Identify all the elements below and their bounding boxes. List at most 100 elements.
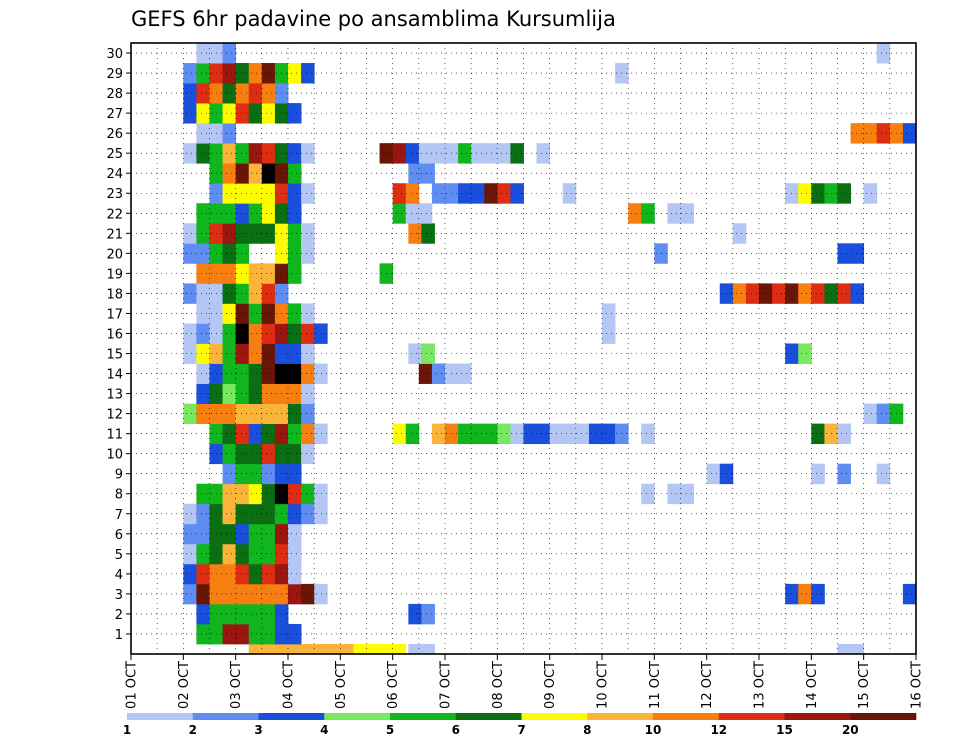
y-tick-label: 11 <box>106 428 123 443</box>
x-tick-label: 04 OCT <box>282 661 297 709</box>
heatmap-cell <box>222 423 237 445</box>
heatmap-cell <box>471 183 485 204</box>
heatmap-cell <box>261 383 276 404</box>
heatmap-cell <box>301 223 315 244</box>
heatmap-cell <box>261 83 276 104</box>
heatmap-cell <box>392 643 407 655</box>
heatmap-cell <box>248 363 263 384</box>
heatmap-cell <box>222 43 237 64</box>
colorbar-label: 10 <box>645 723 662 737</box>
heatmap-cell <box>196 243 210 264</box>
y-tick-label: 12 <box>106 408 123 423</box>
y-tick-label: 9 <box>115 468 123 483</box>
heatmap-cell <box>314 363 328 384</box>
heatmap-cell <box>196 343 210 364</box>
heatmap-cell <box>811 183 825 204</box>
x-axis: 01 OCT 02 OCT 03 OCT 04 OCT 05 OCT 06 OCT 07 O… <box>125 654 925 709</box>
heatmap-cell <box>314 503 328 525</box>
heatmap-cell <box>222 163 237 184</box>
heatmap-cell <box>680 483 694 505</box>
heatmap-cell <box>261 523 276 545</box>
heatmap-cell <box>196 383 210 404</box>
colorbar-label: 8 <box>583 723 591 737</box>
heatmap-cell <box>235 163 250 184</box>
heatmap-cell <box>196 543 210 565</box>
colorbar-swatch <box>653 713 720 720</box>
heatmap-cell <box>288 223 302 244</box>
heatmap-cell <box>261 583 276 605</box>
y-tick-label: 3 <box>115 588 123 603</box>
y-axis: 1234567891011121314151617181920212223242… <box>106 47 131 643</box>
heatmap-cell <box>261 563 276 585</box>
heatmap-cell <box>261 283 276 304</box>
heatmap-cell <box>314 483 328 505</box>
heatmap-cell <box>235 263 250 284</box>
heatmap-cell <box>235 203 250 224</box>
heatmap-cell <box>288 643 302 655</box>
heatmap-cell <box>902 583 917 605</box>
heatmap-cell <box>196 123 210 144</box>
heatmap-cell <box>222 203 237 224</box>
heatmap-cell <box>248 643 263 655</box>
heatmap-cell <box>536 423 551 445</box>
heatmap-cell <box>222 303 237 324</box>
heatmap-cell <box>379 643 394 655</box>
heatmap-cell <box>196 623 210 645</box>
heatmap-cell <box>288 623 302 645</box>
heatmap-cell <box>288 203 302 224</box>
heatmap-cell <box>602 323 616 344</box>
heatmap-cell <box>248 483 263 505</box>
heatmap-cell <box>301 643 315 655</box>
heatmap-cell <box>680 203 694 224</box>
heatmap-cell <box>235 383 250 404</box>
heatmap-cell <box>248 343 263 364</box>
heatmap-cell <box>248 523 263 545</box>
heatmap-cell <box>261 163 276 184</box>
x-tick-label: 12 OCT <box>700 661 715 709</box>
heatmap-cell <box>745 283 760 304</box>
heatmap-cell <box>431 363 446 384</box>
heatmap-cell <box>837 183 851 204</box>
y-tick-label: 26 <box>106 127 123 142</box>
heatmap-cell <box>392 183 407 204</box>
heatmap-cell <box>484 183 498 204</box>
heatmap-cell <box>196 143 210 164</box>
heatmap-cell <box>497 423 511 445</box>
heatmap-cell <box>196 583 210 605</box>
colorbar-label: 4 <box>320 723 328 737</box>
heatmap-cell <box>288 103 302 124</box>
heatmap-cell <box>288 303 302 324</box>
heatmap-cell <box>222 603 237 625</box>
heatmap-cell <box>837 643 851 655</box>
heatmap-cell <box>863 403 878 425</box>
heatmap-cell <box>458 143 472 164</box>
heatmap-cell <box>261 543 276 565</box>
heatmap-cell <box>261 183 276 204</box>
heatmap-cell <box>235 243 250 264</box>
heatmap-cell <box>261 303 276 324</box>
heatmap-cell <box>288 563 302 585</box>
heatmap-cell <box>235 443 250 465</box>
heatmap-cell <box>248 223 263 244</box>
heatmap-cell <box>261 443 276 465</box>
colorbar-swatch <box>192 713 259 720</box>
heatmap-cell <box>196 483 210 505</box>
colorbar-label: 20 <box>842 723 859 737</box>
heatmap-cell <box>366 643 380 655</box>
heatmap-cell <box>471 143 485 164</box>
heatmap-cell <box>235 523 250 545</box>
heatmap-cell <box>288 483 302 505</box>
colorbar-label: 2 <box>189 723 197 737</box>
heatmap-cell <box>261 263 276 284</box>
heatmap-cell <box>314 643 328 655</box>
heatmap-cell <box>183 563 197 585</box>
heatmap-cell <box>261 643 276 655</box>
heatmap-cell <box>248 623 263 645</box>
heatmap-cell <box>421 603 435 625</box>
heatmap-cell <box>301 383 315 404</box>
heatmap-cell <box>288 263 302 284</box>
heatmap-cell <box>408 223 422 244</box>
heatmap-cell <box>288 443 302 465</box>
heatmap-cell <box>222 503 237 525</box>
heatmap-cell <box>288 363 302 384</box>
